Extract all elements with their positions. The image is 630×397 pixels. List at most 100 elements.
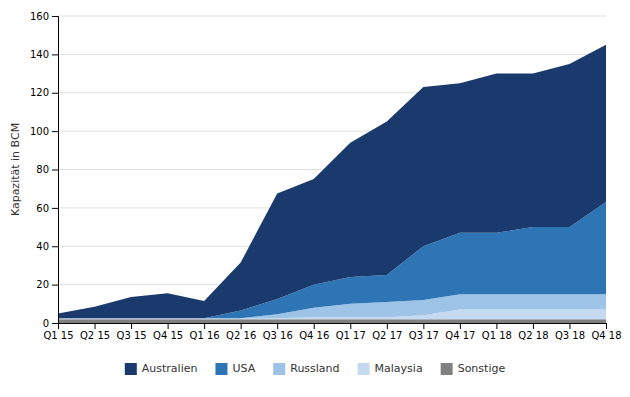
x-tick-mark xyxy=(606,323,607,329)
x-tick: Q4 18 xyxy=(591,323,621,341)
x-tick-label: Q2 16 xyxy=(226,330,256,341)
x-tick-label: Q4 18 xyxy=(591,330,621,341)
x-tick-label: Q2 17 xyxy=(372,330,402,341)
x-tick-mark xyxy=(241,323,242,329)
y-tick-label: 140 xyxy=(30,49,49,60)
x-tick-label: Q4 15 xyxy=(153,330,183,341)
x-tick: Q3 18 xyxy=(555,323,585,341)
x-tick-label: Q3 16 xyxy=(263,330,293,341)
x-tick: Q3 15 xyxy=(116,323,146,341)
x-tick-mark xyxy=(168,323,169,329)
y-tick-label: 0 xyxy=(43,318,49,329)
x-tick-label: Q1 17 xyxy=(336,330,366,341)
y-tick-label: 20 xyxy=(36,279,49,290)
grid xyxy=(58,16,606,323)
x-tick-label: Q2 18 xyxy=(518,330,548,341)
legend-swatch xyxy=(273,363,285,375)
y-tick-mark xyxy=(52,131,58,132)
y-axis-line xyxy=(52,17,59,324)
x-tick-mark xyxy=(569,323,570,329)
y-tick-mark xyxy=(52,246,58,247)
legend-label: Sonstige xyxy=(458,362,506,375)
x-tick: Q1 16 xyxy=(190,323,220,341)
legend-item: Russland xyxy=(273,362,339,375)
y-tick-label: 80 xyxy=(36,164,49,175)
x-axis: Q1 15 Q2 15 Q3 15 Q4 15 Q1 16 Q2 16 Q3 16 Q4 16… xyxy=(43,323,621,341)
y-tick-mark xyxy=(52,170,58,171)
x-tick: Q2 15 xyxy=(80,323,110,341)
legend-swatch xyxy=(125,363,137,375)
y-tick-label: 160 xyxy=(30,11,49,22)
y-tick-label: 60 xyxy=(36,203,49,214)
grid-line xyxy=(58,54,606,55)
x-tick-mark xyxy=(314,323,315,329)
x-tick-label: Q3 15 xyxy=(116,330,146,341)
legend-swatch xyxy=(441,363,453,375)
x-tick: Q4 15 xyxy=(153,323,183,341)
y-tick: 120 xyxy=(30,87,58,98)
legend-label: Australien xyxy=(142,362,198,375)
plot: Q1 15 Q2 15 Q3 15 Q4 15 Q1 16 Q2 16 Q3 16 Q4 16… xyxy=(30,11,622,341)
legend-label: USA xyxy=(232,362,255,375)
x-tick-mark xyxy=(460,323,461,329)
area xyxy=(58,319,606,323)
y-tick-label: 100 xyxy=(30,126,49,137)
legend-swatch xyxy=(358,363,370,375)
y-tick-mark xyxy=(52,16,58,17)
x-tick: Q3 16 xyxy=(263,323,293,341)
x-tick-mark xyxy=(423,323,424,329)
y-tick: 40 xyxy=(36,241,58,252)
y-tick-mark xyxy=(52,323,58,324)
y-tick-mark xyxy=(52,285,58,286)
x-tick-label: Q1 16 xyxy=(190,330,220,341)
x-tick: Q4 16 xyxy=(299,323,329,341)
x-axis-line xyxy=(59,324,607,330)
y-tick: 60 xyxy=(36,203,58,214)
y-tick: 100 xyxy=(30,126,58,137)
y-tick-mark xyxy=(52,93,58,94)
y-tick: 160 xyxy=(30,11,58,22)
x-tick-mark xyxy=(204,323,205,329)
y-tick: 20 xyxy=(36,279,58,290)
y-tick-mark xyxy=(52,54,58,55)
legend-swatch xyxy=(215,363,227,375)
x-tick-label: Q3 17 xyxy=(409,330,439,341)
x-tick: Q2 17 xyxy=(372,323,402,341)
y-tick-label: 120 xyxy=(30,87,49,98)
legend-item: Sonstige xyxy=(441,362,506,375)
y-tick: 80 xyxy=(36,164,58,175)
x-tick-mark xyxy=(350,323,351,329)
x-tick-mark xyxy=(277,323,278,329)
x-tick: Q2 16 xyxy=(226,323,256,341)
x-tick-mark xyxy=(496,323,497,329)
x-tick: Q4 17 xyxy=(445,323,475,341)
x-tick-label: Q4 16 xyxy=(299,330,329,341)
x-tick-mark xyxy=(131,323,132,329)
x-tick: Q1 18 xyxy=(482,323,512,341)
x-tick-mark xyxy=(533,323,534,329)
y-axis-title: Kapazität in BCM xyxy=(9,123,22,216)
legend-label: Russland xyxy=(290,362,339,375)
legend-item: USA xyxy=(215,362,255,375)
y-axis: 0 20 40 60 80 100 120 140 160 xyxy=(30,11,59,329)
y-tick-mark xyxy=(52,208,58,209)
legend-item: Malaysia xyxy=(358,362,423,375)
x-tick-label: Q1 15 xyxy=(43,330,73,341)
x-tick: Q1 17 xyxy=(336,323,366,341)
x-tick: Q3 17 xyxy=(409,323,439,341)
y-tick: 0 xyxy=(43,318,58,329)
x-tick-label: Q3 18 xyxy=(555,330,585,341)
areas xyxy=(58,45,606,323)
y-tick: 140 xyxy=(30,49,58,60)
x-tick-label: Q4 17 xyxy=(445,330,475,341)
legend: Australien USA Russland Malaysia Sonstige xyxy=(125,362,506,375)
x-tick-mark xyxy=(387,323,388,329)
legend-label: Malaysia xyxy=(375,362,423,375)
x-tick-label: Q2 15 xyxy=(80,330,110,341)
x-tick-mark xyxy=(95,323,96,329)
area xyxy=(58,45,606,318)
x-tick: Q2 18 xyxy=(518,323,548,341)
y-tick-label: 40 xyxy=(36,241,49,252)
grid-line xyxy=(58,16,606,17)
x-tick-label: Q1 18 xyxy=(482,330,512,341)
